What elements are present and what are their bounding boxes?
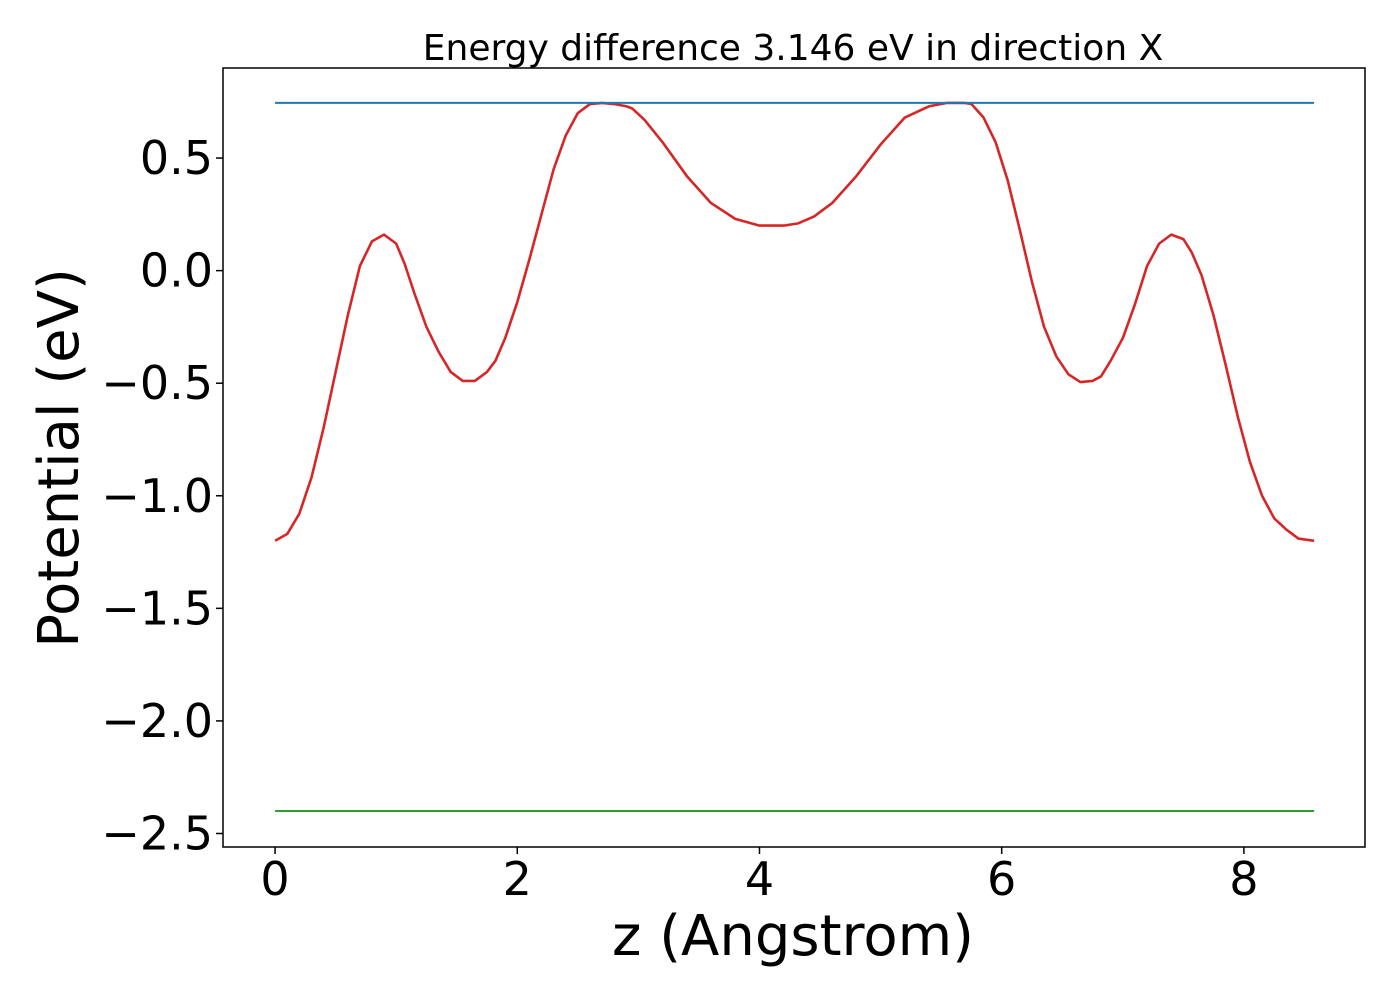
y-tick-label: 0.5 (140, 131, 213, 185)
y-tick-label: −1.0 (101, 469, 213, 523)
y-tick-label: −2.5 (101, 806, 213, 860)
y-axis-label: Potential (eV) (27, 268, 92, 648)
y-tick-label: −1.5 (101, 581, 213, 635)
x-axis-label: z (Angstrom) (612, 904, 974, 969)
y-tick-label: 0.0 (140, 244, 213, 298)
y-tick-label: −2.0 (101, 694, 213, 748)
x-tick-label: 2 (503, 852, 532, 906)
x-tick-label: 6 (987, 852, 1016, 906)
y-axis-ticks: 0.5 0.0 −0.5 −1.0 −1.5 −2.0 −2.5 (101, 131, 223, 860)
y-tick-label: −0.5 (101, 356, 213, 410)
series-line-0 (274, 101, 1315, 543)
x-tick-label: 4 (745, 852, 774, 906)
plot-lines (274, 101, 1315, 812)
x-tick-label: 8 (1229, 852, 1258, 906)
x-axis-ticks: 0 2 4 6 8 (260, 847, 1259, 906)
chart-title: Energy difference 3.146 eV in direction … (423, 28, 1164, 69)
x-tick-label: 0 (260, 852, 289, 906)
plot-frame (222, 67, 1366, 848)
